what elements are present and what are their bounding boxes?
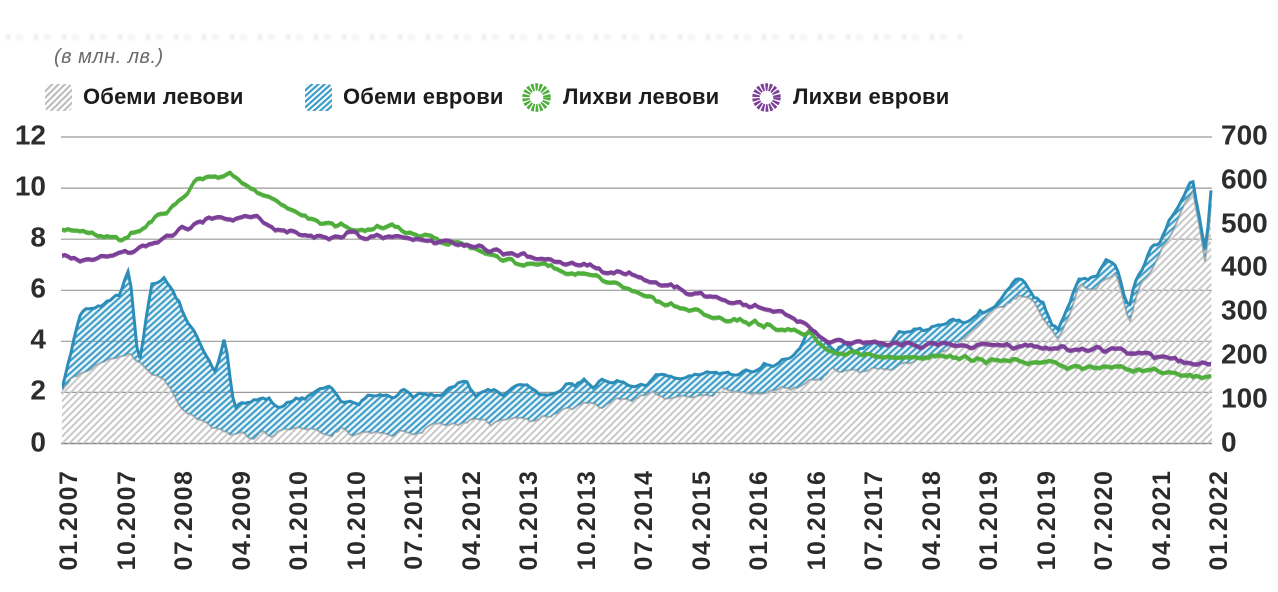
y-axis-right-tick: 0 — [1221, 426, 1237, 458]
y-axis-left-tick: 4 — [30, 324, 46, 356]
x-axis-label: 01.2007 — [55, 469, 83, 571]
area-volumes-bgn — [62, 191, 1212, 444]
x-axis-label: 10.2019 — [1032, 469, 1061, 571]
y-axis-right-tick: 300 — [1221, 294, 1268, 326]
y-axis-right-tick: 200 — [1221, 338, 1268, 370]
y-axis-right-tick: 500 — [1221, 207, 1268, 239]
x-axis-label: 07.2008 — [170, 469, 198, 571]
legend-item-rates-eur: Лихви еврови — [750, 80, 949, 114]
y-axis-left-tick: 8 — [30, 221, 46, 253]
scribble-ring-green-icon — [522, 82, 551, 112]
line-rates-bgn — [62, 170, 1212, 380]
x-axis-label: 04.2012 — [457, 469, 486, 571]
unit-label: (в млн. лв.) — [54, 46, 164, 68]
x-axis-label: 04.2018 — [917, 469, 946, 571]
y-axis-left-tick: 0 — [30, 426, 46, 458]
x-axis-label: 10.2010 — [342, 469, 371, 571]
x-axis-label: 04.2021 — [1147, 469, 1176, 571]
line-rates-bgn-echo — [62, 173, 1212, 381]
x-axis-label: 07.2014 — [630, 469, 658, 571]
x-axis-label: 07.2011 — [400, 470, 428, 570]
x-axis-label: 01.2010 — [285, 469, 313, 571]
x-axis-label: 01.2022 — [1205, 469, 1233, 571]
x-axis-label: 01.2016 — [745, 469, 773, 571]
scribble-ring-purple-icon — [752, 82, 781, 112]
y-axis-right-tick: 400 — [1221, 251, 1268, 283]
y-axis-left-tick: 10 — [14, 170, 46, 202]
y-axis-right-tick: 600 — [1221, 163, 1268, 195]
y-axis-right-tick: 700 — [1221, 119, 1268, 151]
legend-label: Лихви левови — [563, 84, 720, 109]
legend-item-volumes-bgn: Обеми левови — [44, 80, 244, 114]
y-axis-right-tick: 100 — [1221, 382, 1268, 414]
cropped-text-artifact — [6, 34, 966, 40]
x-axis-label: 07.2020 — [1090, 469, 1118, 571]
legend-label: Обеми еврови — [343, 84, 504, 109]
legend-label: Обеми левови — [83, 84, 244, 109]
legend-label: Лихви еврови — [793, 84, 950, 109]
y-axis-left-tick: 2 — [30, 375, 46, 407]
x-axis-label: 01.2013 — [515, 469, 543, 571]
legend-item-volumes-eur: Обеми еврови — [304, 80, 504, 114]
line-rates-eur — [62, 213, 1212, 366]
x-axis-label: 04.2009 — [227, 469, 256, 571]
hatched-square-blue-icon — [305, 83, 332, 111]
x-axis-label: 07.2017 — [860, 469, 888, 571]
area-volumes-eur-edge — [62, 179, 1213, 411]
x-axis-label: 10.2007 — [112, 469, 141, 571]
x-axis-label: 04.2015 — [687, 469, 716, 571]
line-rates-eur-echo — [62, 216, 1212, 367]
y-axis-left-tick: 12 — [14, 119, 46, 151]
hatched-square-gray-icon — [45, 83, 72, 111]
x-axis-label: 01.2019 — [975, 469, 1003, 571]
x-axis-label: 10.2013 — [572, 469, 601, 571]
y-axis-left-tick: 6 — [30, 272, 46, 304]
legend-item-rates-bgn: Лихви левови — [520, 80, 719, 114]
x-axis-label: 10.2016 — [802, 469, 831, 571]
